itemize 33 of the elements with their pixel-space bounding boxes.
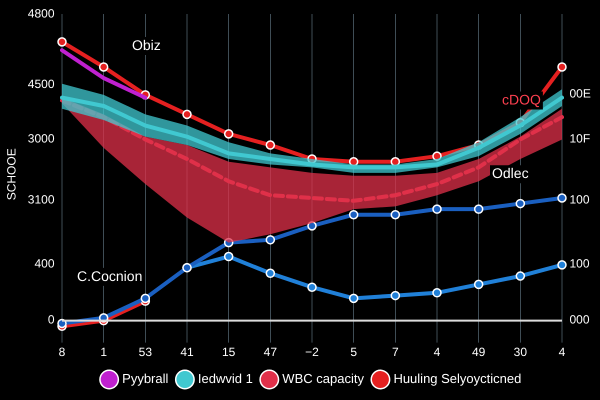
x-tick-label: 1 xyxy=(100,345,108,360)
x-tick-label: 4 xyxy=(434,345,441,360)
legend-label: Iedwvid 1 xyxy=(198,371,253,386)
text: 4800 xyxy=(28,6,55,20)
x-tick-label: 53 xyxy=(138,345,152,360)
text: 0 xyxy=(48,312,55,326)
text: 3000 xyxy=(28,131,55,146)
annotation: C.Cocnion xyxy=(77,268,142,284)
text: 3100 xyxy=(28,192,55,206)
text: 00E xyxy=(570,86,591,100)
annotation: cDOQ xyxy=(502,91,541,108)
annotation: Odlec xyxy=(492,165,529,182)
x-tick-label: 47 xyxy=(264,345,278,360)
x-tick-label: 41 xyxy=(180,345,194,360)
x-tick-label: 8 xyxy=(58,345,66,360)
text: 4500 xyxy=(28,76,55,91)
text: 100 xyxy=(570,256,590,270)
text: 10F xyxy=(570,131,590,146)
legend-label: Pyybrall xyxy=(122,371,168,386)
text: 100 xyxy=(570,192,590,206)
x-tick-label: −2 xyxy=(305,345,320,360)
legend-label: Huuling Selyoycticned xyxy=(393,371,522,386)
x-tick-label: 30 xyxy=(514,345,528,360)
annotation: Obiz xyxy=(132,36,161,53)
y-axis-title: SCHOOE xyxy=(4,148,18,200)
x-tick-label: 4 xyxy=(558,345,566,360)
text: 400 xyxy=(34,256,55,270)
x-tick-label: 7 xyxy=(392,345,399,360)
x-tick-label: 15 xyxy=(222,345,236,360)
legend-label: WBC capacity xyxy=(282,371,364,386)
text: 000 xyxy=(570,312,590,326)
x-tick-label: 49 xyxy=(472,345,486,360)
x-tick-label: 5 xyxy=(350,345,358,360)
